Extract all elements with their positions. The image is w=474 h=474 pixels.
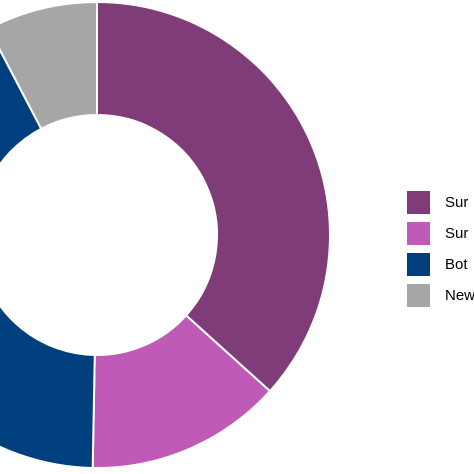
donut-slice-4 [0,0,98,131]
legend-item-1: Sur [406,189,474,216]
chart-legend: Sur Sur Bot New [406,189,474,313]
legend-label: Sur [445,225,469,242]
legend-swatch [406,283,431,308]
legend-label: Bot [445,256,468,273]
legend-swatch [406,190,431,215]
legend-item-4: New [406,282,474,309]
donut-slice-3 [0,48,96,469]
legend-item-2: Sur [406,220,474,247]
legend-item-3: Bot [406,251,474,278]
legend-label: New [445,287,474,304]
legend-swatch [406,252,431,277]
donut-slice-1 [96,0,331,393]
legend-label: Sur [445,194,469,211]
legend-swatch [406,221,431,246]
